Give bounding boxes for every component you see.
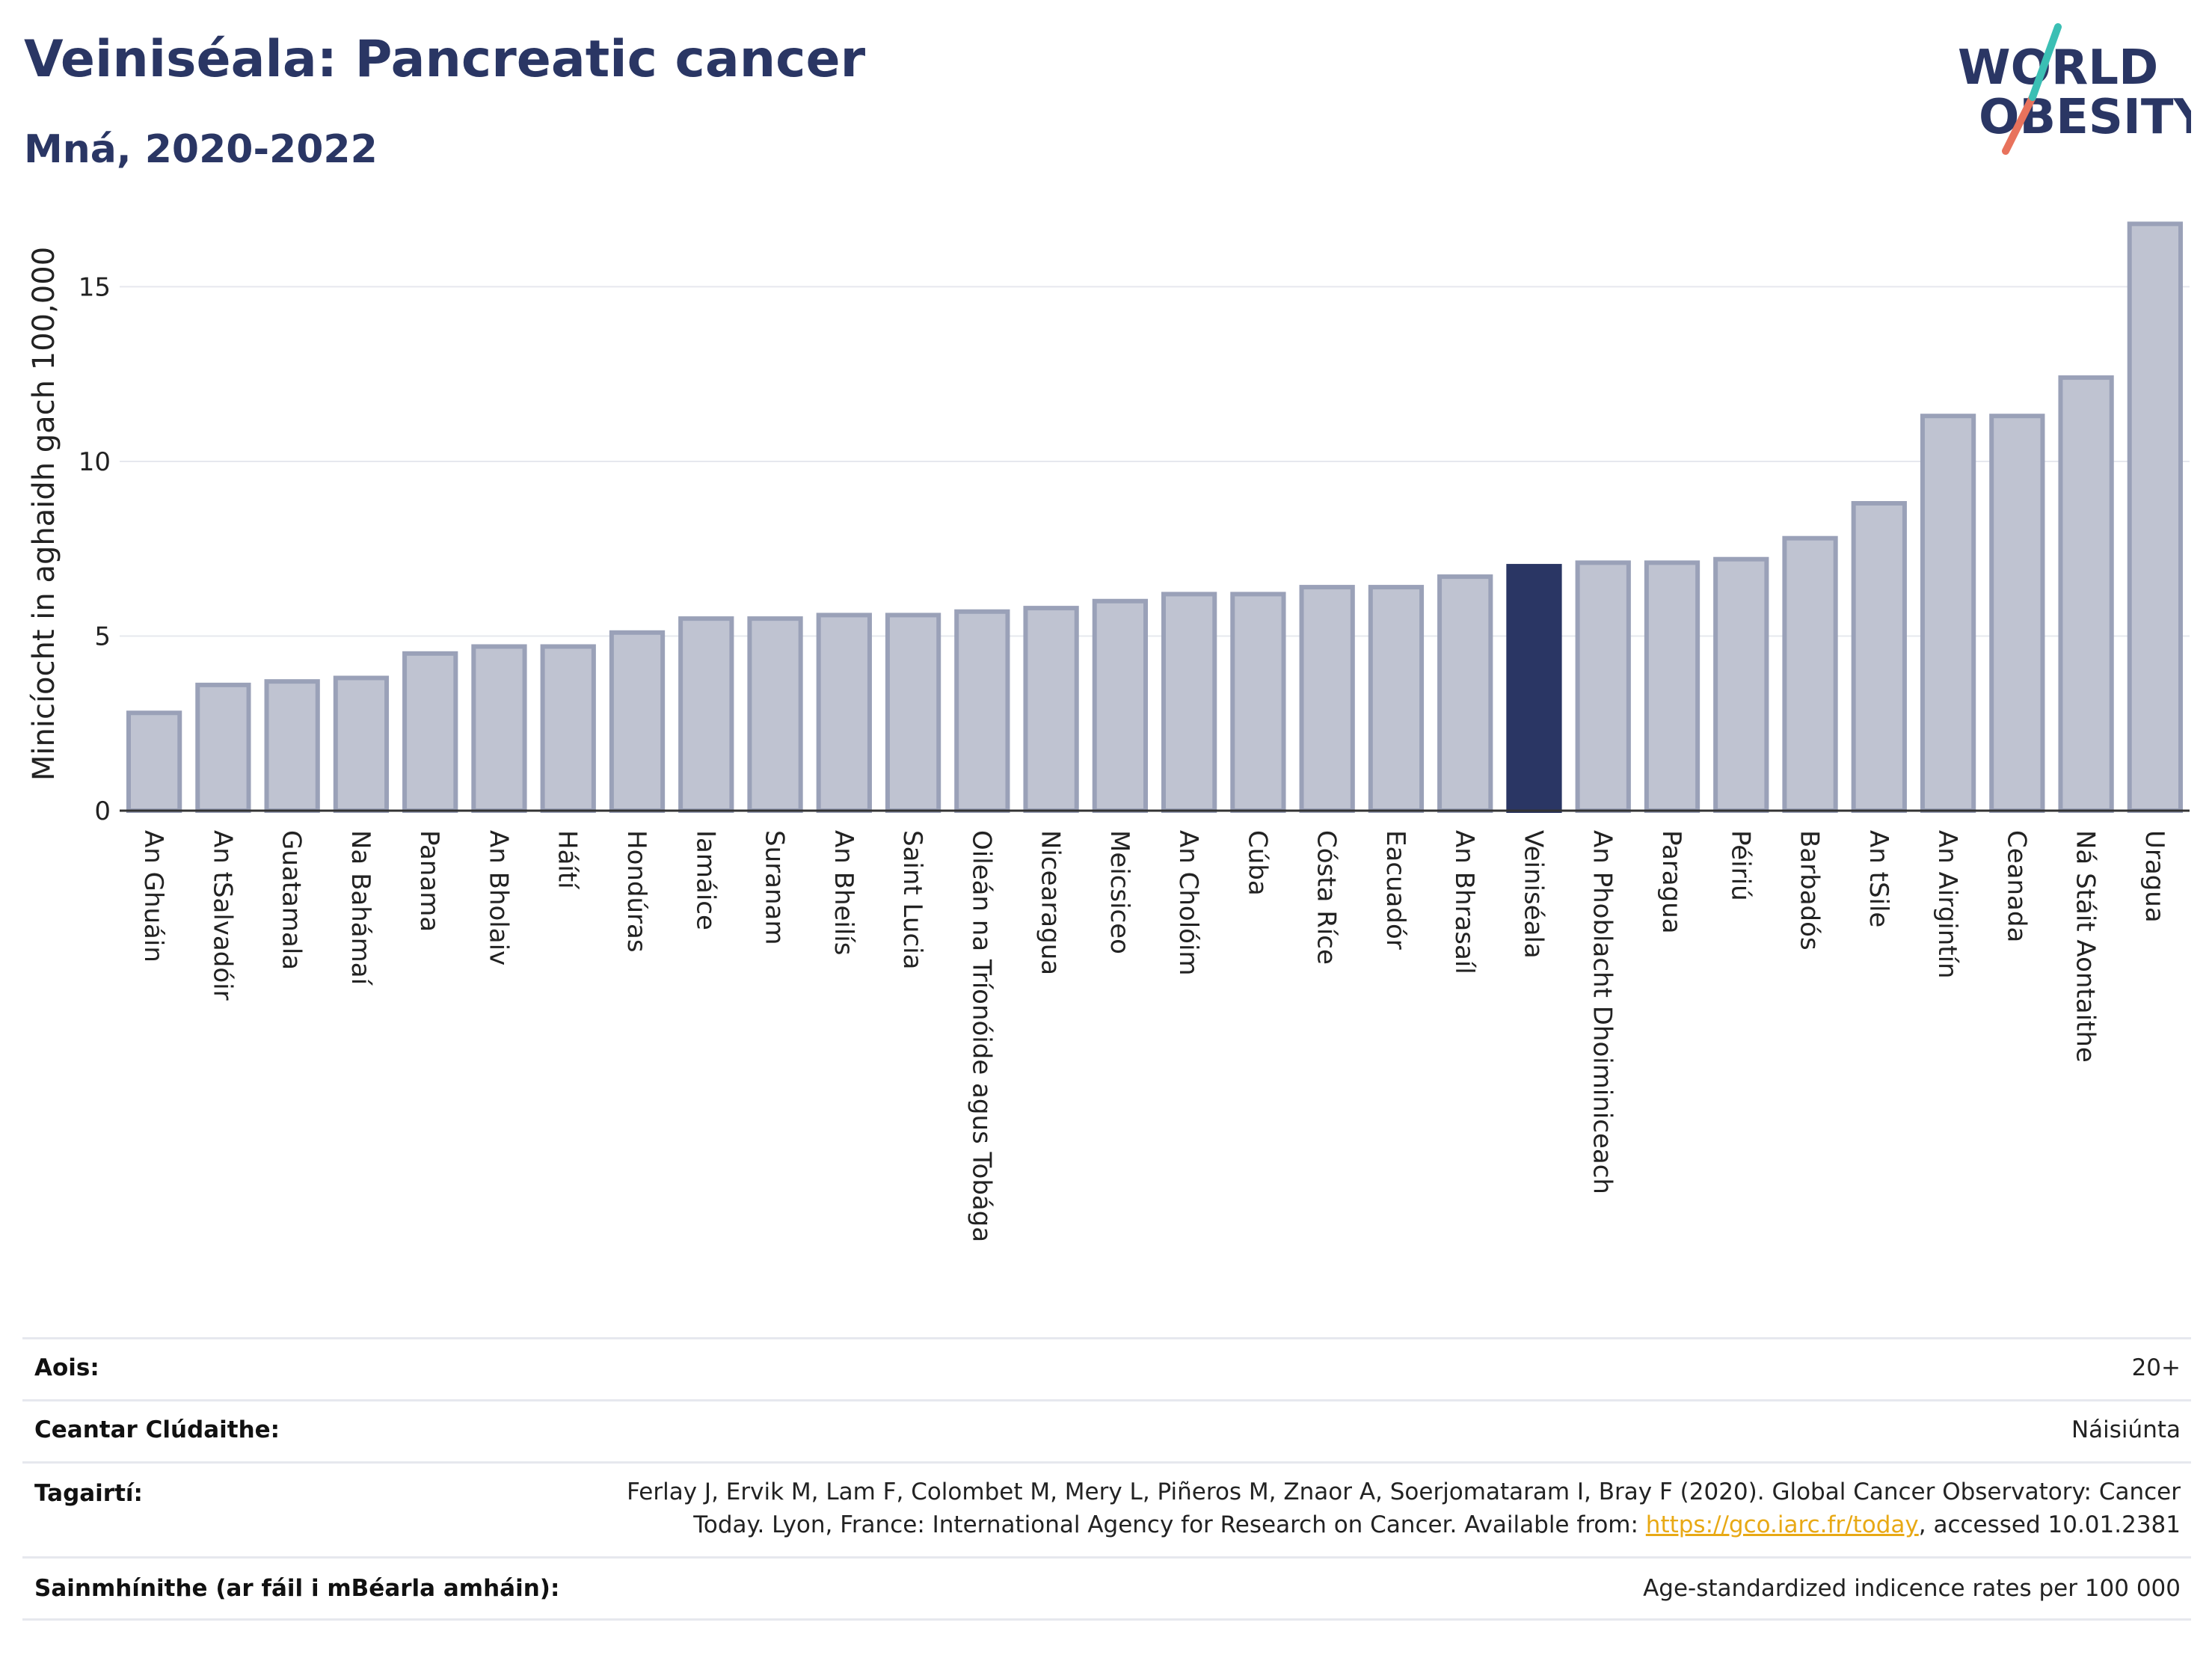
bar: [1437, 574, 1493, 814]
bar: [264, 679, 320, 813]
y-tick-label: 5: [94, 621, 111, 651]
x-tick-label: An tSalvadóir: [207, 830, 237, 1001]
x-tick-label: An tSile: [1864, 830, 1893, 927]
reference-link[interactable]: https://gco.iarc.fr/today: [1645, 1511, 1919, 1538]
bar: [747, 616, 803, 814]
footer-value-references: Ferlay J, Ervik M, Lam F, Colombet M, Me…: [627, 1476, 2181, 1541]
world-obesity-logo: WORLD OBESITY: [1958, 23, 2191, 155]
x-tick-label: Uragua: [2139, 830, 2169, 923]
x-tick-label: Háítí: [553, 830, 583, 890]
bar: [1644, 560, 1701, 813]
x-tick-label: Saint Lucia: [897, 830, 927, 969]
bar: [954, 609, 1010, 814]
y-tick-label: 10: [79, 447, 111, 477]
bar: [678, 616, 734, 814]
footer-value-age: 20+: [2131, 1354, 2181, 1381]
y-tick-label: 0: [94, 796, 111, 826]
bar: [402, 651, 458, 814]
x-tick-label: Veiniséala: [1518, 830, 1548, 959]
x-tick-label: An Cholóim: [1173, 830, 1203, 976]
footer-value-coverage: Náisiúnta: [2071, 1416, 2181, 1443]
x-tick-label: An Airgintín: [1932, 830, 1962, 979]
grid-lines: [120, 286, 2190, 637]
footer-label-references: Tagairtí:: [34, 1480, 143, 1507]
x-tick-label: Barbadós: [1795, 830, 1825, 951]
bar: [1092, 598, 1149, 813]
footer-row-references: Tagairtí: Ferlay J, Ervik M, Lam F, Colo…: [22, 1461, 2191, 1556]
bar: [609, 630, 666, 813]
footer-row-definitions: Sainmhínithe (ar fáil i mBéarla amháin):…: [22, 1556, 2191, 1618]
x-tick-label: Cúba: [1242, 830, 1272, 896]
x-tick-label: Péiriú: [1725, 830, 1755, 901]
bar: [195, 682, 251, 813]
bar: [2058, 375, 2114, 813]
bar: [1023, 606, 1079, 813]
reference-line-2-pre: Today. Lyon, France: International Agenc…: [693, 1511, 1646, 1538]
x-tick-label: Oileán na Tríonóide agus Tobága: [966, 830, 996, 1242]
bar: [1851, 500, 1907, 813]
y-tick-labels: 0 5 10 15: [79, 272, 111, 826]
x-tick-label: An Phoblacht Dhoiminiceach: [1588, 830, 1617, 1194]
footer-table: Aois: 20+ Ceantar Clúdaithe: Náisiúnta T…: [22, 1337, 2191, 1621]
x-tick-label: Eacuadór: [1380, 830, 1410, 950]
chart-subtitle: Mná, 2020-2022: [24, 127, 378, 172]
footer-row-age: Aois: 20+: [22, 1337, 2191, 1399]
logo-line1: WORLD: [1958, 40, 2158, 96]
chart-title: Veiniséala: Pancreatic cancer: [24, 30, 866, 89]
bars: [126, 221, 2184, 814]
x-tick-labels: An Ghuáin An tSalvadóir Guatamala Na Baháma…: [138, 830, 2169, 1242]
footer-label-age: Aois:: [34, 1354, 99, 1381]
bar: [816, 612, 872, 814]
x-tick-label: An Bholaiv: [483, 830, 513, 965]
bar: [1575, 560, 1631, 813]
x-tick-label: Hondúras: [621, 830, 651, 953]
x-tick-label: Nicearagua: [1036, 830, 1066, 975]
y-tick-label: 15: [79, 272, 111, 302]
logo-slash-red: [2002, 93, 2036, 155]
bar: [1368, 585, 1425, 813]
bar: [885, 612, 941, 814]
bar: [471, 644, 527, 814]
reference-line-2-post: , accessed 10.01.2381: [1918, 1511, 2181, 1538]
x-tick-label: An Bheilís: [829, 830, 858, 955]
x-tick-label: Cósta Ríce: [1312, 830, 1342, 965]
x-tick-label: Ceanada: [2001, 830, 2031, 942]
bar: [1920, 414, 1976, 813]
bar: [333, 675, 390, 813]
footer-value-definitions: Age-standardized indicence rates per 100…: [1643, 1575, 2181, 1602]
x-tick-label: An Bhrasaíl: [1449, 830, 1479, 974]
y-axis-title: Minicíocht in aghaidh gach 100,000: [27, 247, 61, 781]
footer-bottom-border: [22, 1618, 2191, 1621]
bar: [1713, 556, 1769, 813]
bar: [2127, 221, 2184, 813]
footer-label-definitions: Sainmhínithe (ar fáil i mBéarla amháin):: [34, 1575, 560, 1602]
logo-slash-teal: [2029, 23, 2062, 101]
x-tick-label: Guatamala: [277, 830, 307, 970]
x-tick-label: Suranam: [760, 830, 790, 945]
x-tick-label: Iamáice: [690, 830, 720, 930]
x-tick-label: Na Bahámaí: [345, 830, 375, 986]
bar: [1506, 564, 1562, 813]
bar: [1989, 414, 2045, 813]
x-tick-label: Meicsiceo: [1105, 830, 1134, 954]
x-tick-label: Paragua: [1656, 830, 1686, 934]
footer-label-coverage: Ceantar Clúdaithe:: [34, 1416, 280, 1443]
bar: [1782, 535, 1838, 813]
bar: [1230, 592, 1286, 813]
bar: [1161, 592, 1217, 813]
bar: [540, 644, 596, 814]
reference-line-1: Ferlay J, Ervik M, Lam F, Colombet M, Me…: [627, 1479, 2181, 1505]
x-tick-label: Panama: [414, 830, 444, 932]
bar: [1299, 585, 1355, 813]
x-tick-label: An Ghuáin: [138, 830, 168, 962]
x-tick-label: Ná Stáit Aontaithe: [2071, 830, 2101, 1063]
bar-chart: 0 5 10 15 An Ghuáin An tSalvadóir Guatamala Na…: [27, 221, 2190, 1242]
reference-line-2: Today. Lyon, France: International Agenc…: [627, 1508, 2181, 1541]
bar: [126, 710, 182, 813]
footer-row-coverage: Ceantar Clúdaithe: Náisiúnta: [22, 1399, 2191, 1461]
